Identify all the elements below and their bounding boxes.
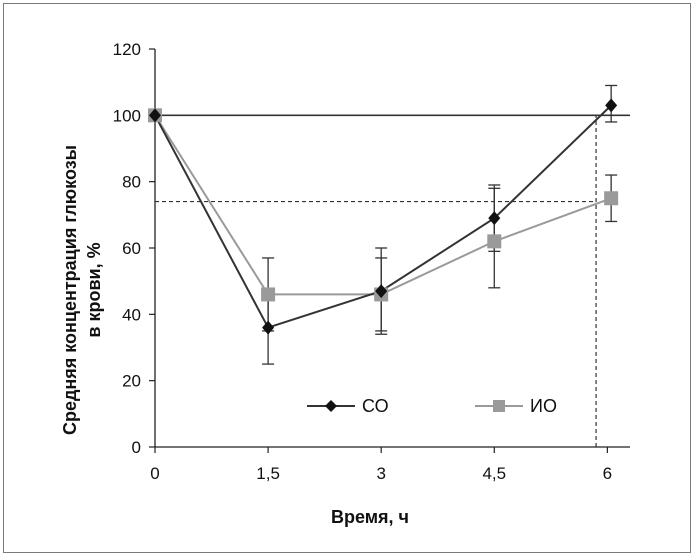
reference-lines [155,114,630,447]
series-line-io [154,114,612,296]
data-point-io [261,287,276,302]
data-point-so [262,320,275,335]
y-axis-label-line1: Средняя концентрация глюкозы [60,145,80,435]
data-point-so [149,108,161,123]
x-axis-label: Время, ч [331,507,409,527]
data-point-so [605,98,618,113]
y-tick-label: 20 [122,372,141,391]
y-ticks: 0 20 40 60 80 100 120 [113,40,155,457]
chart-frame [3,3,691,553]
y-axis-label-line2: в крови, % [84,242,104,337]
legend-label-so: СО [362,396,389,416]
legend: СО ИО [307,396,557,416]
data-point-so [488,211,501,226]
legend-marker-so [325,400,337,412]
y-tick-label: 60 [122,239,141,258]
legend-marker-io [493,400,505,412]
y-tick-label: 80 [122,173,141,192]
data-point-io [604,191,619,206]
y-tick-label: 0 [132,438,141,457]
legend-label-io: ИО [530,396,557,416]
y-tick-label: 100 [113,106,141,125]
x-tick-label: 1,5 [256,464,280,483]
x-ticks: 0 1,5 3 4,5 6 [150,447,612,483]
x-tick-label: 4,5 [482,464,506,483]
error-bars [262,84,618,365]
series-markers [148,98,619,335]
y-tick-label: 120 [113,40,141,59]
data-point-so [375,284,388,299]
x-tick-label: 0 [150,464,159,483]
x-tick-label: 3 [376,464,385,483]
y-tick-label: 40 [122,305,141,324]
data-point-io [487,234,502,249]
x-tick-label: 6 [603,464,612,483]
